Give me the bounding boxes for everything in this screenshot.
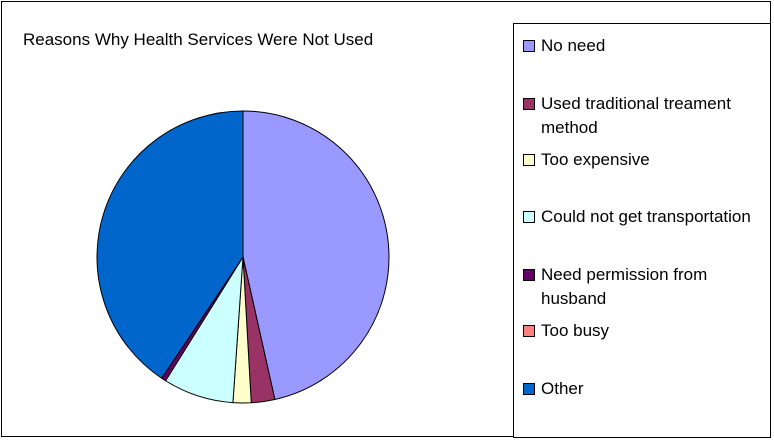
legend-swatch-too-busy [523, 325, 535, 337]
pie-slice-other [96, 110, 244, 379]
legend-item-transportation: Could not get transportation [523, 205, 774, 229]
legend-label: Too busy [541, 321, 610, 340]
legend-item-too-expensive: Too expensive [523, 148, 774, 172]
legend-label: Other [541, 379, 584, 398]
legend-swatch-too-expensive [523, 154, 535, 166]
legend-label: Used traditional treament method [541, 94, 731, 137]
legend-swatch-permission [523, 269, 535, 281]
legend-item-other: Other [523, 377, 774, 401]
legend-swatch-no-need [523, 40, 535, 52]
legend-item-too-busy: Too busy [523, 319, 774, 343]
legend-swatch-transportation [523, 211, 535, 223]
legend-swatch-used-traditional [523, 98, 535, 110]
legend-label: Too expensive [541, 150, 650, 169]
legend-label: No need [541, 36, 606, 55]
legend-label: Need permission from husband [541, 265, 708, 308]
legend-item-no-need: No need [523, 34, 774, 58]
legend-swatch-other [523, 383, 535, 395]
legend: No need Used traditional treament method… [513, 23, 771, 438]
legend-label: Could not get transportation [541, 207, 751, 226]
chart-title: Reasons Why Health Services Were Not Use… [23, 30, 374, 49]
pie-chart [96, 110, 390, 404]
legend-item-permission: Need permission from husband [523, 263, 774, 311]
pie-slice-no-need [242, 110, 390, 401]
legend-item-used-traditional: Used traditional treament method [523, 92, 774, 140]
